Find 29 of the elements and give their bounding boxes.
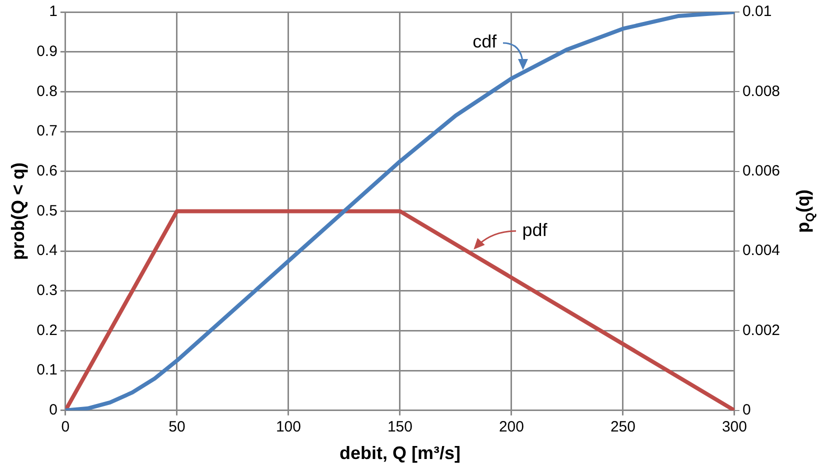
y2-tick-label: 0.01 [742, 3, 772, 20]
y-tick-label: 0.4 [36, 242, 58, 260]
y-tick-label: 0.9 [36, 42, 58, 60]
y2-tick-label: 0.008 [742, 82, 780, 100]
legend-label: pdf [522, 220, 548, 240]
x-tick-label: 300 [722, 418, 747, 436]
x-tick-label: 100 [276, 418, 301, 436]
x-tick-label: 50 [168, 418, 186, 436]
y-tick-label: 0.1 [36, 362, 58, 379]
y2-tick-label: 0 [742, 402, 751, 419]
x-axis-title: debit, Q [m³/s] [339, 443, 460, 464]
y-tick-label: 0.7 [36, 122, 58, 140]
y2-tick-label: 0.004 [742, 242, 780, 260]
series-label: cdf [472, 32, 498, 52]
y-tick-label: 0.6 [36, 162, 58, 180]
y-tick-label: 1 [49, 3, 58, 20]
y-tick-label: 0.3 [36, 282, 58, 300]
y2-tick-label: 0.006 [742, 162, 780, 180]
y-axis-title: prob(Q < q) [8, 162, 28, 260]
x-tick-label: 0 [61, 418, 70, 436]
x-tick-label: 200 [498, 418, 524, 436]
y-tick-label: 0.2 [36, 322, 58, 339]
x-tick-label: 250 [610, 418, 636, 436]
y2-axis-title: pQ(q) [793, 190, 817, 233]
y-tick-label: 0 [49, 402, 58, 419]
x-tick-label: 150 [387, 418, 412, 436]
y2-tick-label: 0.002 [742, 322, 780, 339]
y-tick-label: 0.5 [36, 202, 58, 220]
y-tick-label: 0.8 [36, 82, 58, 100]
